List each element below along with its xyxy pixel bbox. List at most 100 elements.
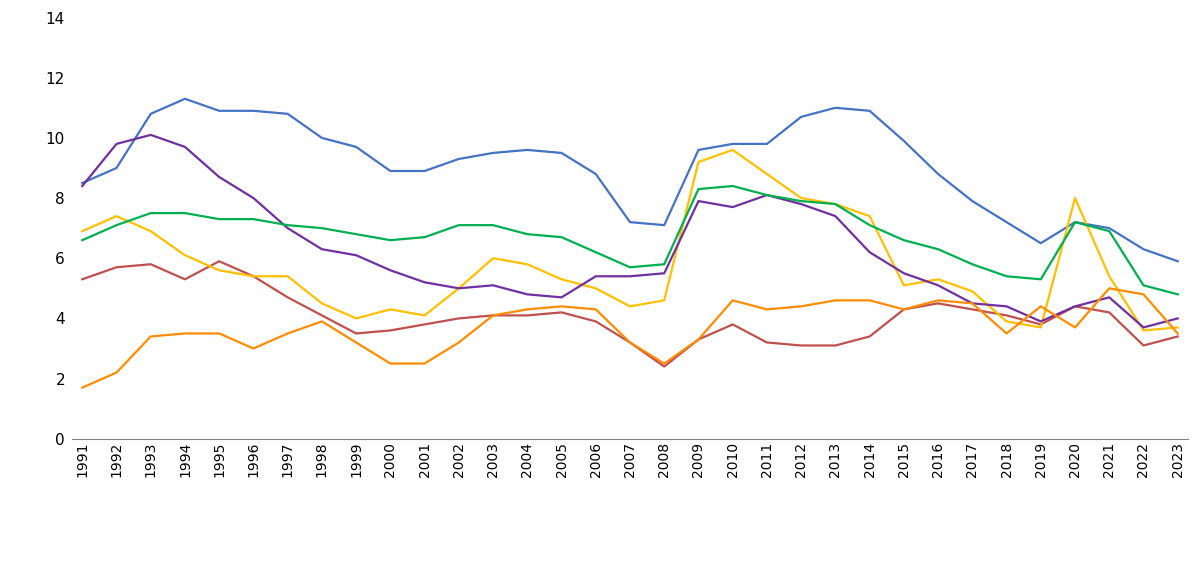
OECD xyxy=(383,237,397,244)
Storbritannia xyxy=(726,204,740,211)
EU xyxy=(896,137,911,144)
USA xyxy=(1068,195,1082,202)
Storbritannia xyxy=(1033,318,1048,325)
EU xyxy=(623,219,637,226)
Storbritannia xyxy=(828,212,842,219)
Norge xyxy=(794,342,809,349)
Sveits xyxy=(863,297,877,304)
Storbritannia xyxy=(520,291,534,298)
USA xyxy=(1000,318,1014,325)
EU xyxy=(246,107,260,114)
USA xyxy=(726,146,740,153)
Norge xyxy=(451,315,466,322)
EU xyxy=(486,149,500,156)
USA xyxy=(383,306,397,313)
Norge xyxy=(314,312,329,319)
Sveits xyxy=(1102,285,1116,292)
USA xyxy=(144,228,158,235)
Line: Norge: Norge xyxy=(83,261,1177,367)
EU xyxy=(1033,240,1048,247)
OECD xyxy=(863,222,877,229)
OECD xyxy=(554,233,569,240)
Sveits xyxy=(1136,291,1151,298)
Sveits xyxy=(212,330,227,337)
OECD xyxy=(965,261,979,268)
Storbritannia xyxy=(794,201,809,208)
OECD xyxy=(691,185,706,192)
Norge xyxy=(1136,342,1151,349)
Sveits xyxy=(486,312,500,319)
Sveits xyxy=(1068,324,1082,331)
USA xyxy=(281,273,295,280)
Sveits xyxy=(691,336,706,343)
USA xyxy=(178,252,192,259)
Line: OECD: OECD xyxy=(83,186,1177,294)
Norge xyxy=(760,339,774,346)
USA xyxy=(554,276,569,283)
Norge xyxy=(863,333,877,340)
EU xyxy=(691,146,706,153)
EU xyxy=(109,164,124,171)
Storbritannia xyxy=(281,225,295,232)
Norge xyxy=(931,300,946,307)
EU xyxy=(1000,219,1014,226)
Storbritannia xyxy=(623,273,637,280)
Sveits xyxy=(623,339,637,346)
USA xyxy=(451,285,466,292)
OECD xyxy=(931,246,946,253)
Storbritannia xyxy=(349,252,364,259)
USA xyxy=(691,159,706,166)
OECD xyxy=(109,222,124,229)
Legend: EU, Norge, USA, Storbritannia, OECD, Sveits: EU, Norge, USA, Storbritannia, OECD, Sve… xyxy=(265,581,995,585)
USA xyxy=(1033,324,1048,331)
USA xyxy=(965,288,979,295)
Norge xyxy=(623,339,637,346)
Sveits xyxy=(451,339,466,346)
Sveits xyxy=(349,339,364,346)
Sveits xyxy=(828,297,842,304)
Sveits xyxy=(931,297,946,304)
OECD xyxy=(760,191,774,198)
Norge xyxy=(691,336,706,343)
Sveits xyxy=(1000,330,1014,337)
Sveits xyxy=(726,297,740,304)
Norge xyxy=(144,261,158,268)
USA xyxy=(1136,327,1151,334)
USA xyxy=(863,212,877,219)
Storbritannia xyxy=(314,246,329,253)
Storbritannia xyxy=(896,270,911,277)
Norge xyxy=(658,363,672,370)
OECD xyxy=(1000,273,1014,280)
OECD xyxy=(896,237,911,244)
USA xyxy=(794,195,809,202)
EU xyxy=(383,167,397,174)
OECD xyxy=(1068,219,1082,226)
EU xyxy=(349,143,364,150)
Sveits xyxy=(896,306,911,313)
Norge xyxy=(1170,333,1184,340)
Line: USA: USA xyxy=(83,150,1177,331)
Sveits xyxy=(281,330,295,337)
Sveits xyxy=(965,300,979,307)
USA xyxy=(314,300,329,307)
EU xyxy=(1136,246,1151,253)
USA xyxy=(486,254,500,261)
USA xyxy=(828,201,842,208)
USA xyxy=(109,212,124,219)
Storbritannia xyxy=(1102,294,1116,301)
EU xyxy=(726,140,740,147)
EU xyxy=(863,107,877,114)
OECD xyxy=(281,222,295,229)
Sveits xyxy=(109,369,124,376)
Sveits xyxy=(658,360,672,367)
Norge xyxy=(281,294,295,301)
OECD xyxy=(828,201,842,208)
Sveits xyxy=(794,303,809,310)
Line: Sveits: Sveits xyxy=(83,288,1177,388)
Norge xyxy=(520,312,534,319)
EU xyxy=(1102,225,1116,232)
Norge xyxy=(1068,303,1082,310)
Storbritannia xyxy=(144,132,158,139)
EU xyxy=(931,170,946,177)
OECD xyxy=(246,216,260,223)
